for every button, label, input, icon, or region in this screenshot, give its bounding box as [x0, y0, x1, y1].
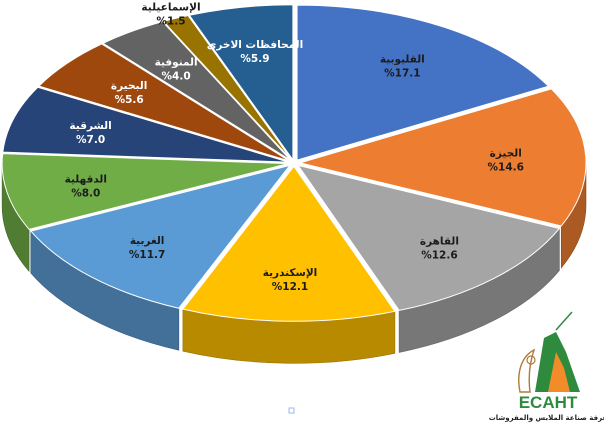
selection-handle — [288, 407, 295, 414]
slice-label-value-2: %12.6 — [421, 250, 457, 262]
pie-slice-7 — [37, 43, 290, 162]
slice-label-value-0: %17.1 — [384, 67, 420, 79]
slice-label-name-1: الجيزة — [490, 147, 522, 159]
slice-label-value-7: %5.6 — [115, 94, 144, 106]
pie-slice-3 — [182, 165, 396, 322]
slice-label-value-9: %1.5 — [156, 16, 185, 28]
slice-label-name-6: الشرقية — [69, 120, 111, 132]
logo-figure-icon — [518, 311, 580, 393]
slice-label-name-10: المحافظات الاخرى — [207, 39, 303, 51]
slice-label-name-8: المنوفية — [155, 57, 198, 69]
slice-label-name-5: الدقهلية — [65, 173, 107, 185]
slice-label-name-7: البحيرة — [111, 80, 147, 92]
ecaht-logo: ECAHT غرفة صناعة الملابس والمفروشات — [489, 311, 604, 422]
slice-label-name-3: الإسكندرية — [263, 267, 318, 279]
slice-label-value-3: %12.1 — [272, 281, 308, 293]
slice-label-value-4: %11.7 — [129, 249, 165, 261]
slice-label-value-8: %4.0 — [162, 71, 191, 83]
slice-label-name-2: القاهرة — [420, 236, 459, 248]
pie-slice-6 — [2, 86, 289, 163]
pie-slice-1 — [298, 88, 587, 227]
slice-label-name-9: الإسماعيلية — [141, 2, 200, 14]
pie-slice-4 — [29, 164, 292, 309]
logo-subtitle: غرفة صناعة الملابس والمفروشات — [489, 414, 604, 422]
pie-sides — [1, 162, 587, 364]
slice-label-value-5: %8.0 — [71, 187, 100, 199]
slice-label-value-10: %5.9 — [240, 53, 269, 65]
pie-slice-9 — [162, 14, 292, 161]
pie-slice-10 — [188, 4, 294, 162]
logo-text: ECAHT — [519, 393, 578, 412]
pie-slices — [1, 4, 587, 322]
slice-label-name-4: الغربية — [130, 235, 165, 247]
slice-label-value-1: %14.6 — [488, 161, 524, 173]
pie-labels: القليوبية %17.1 الجيزة %14.6 القاهرة %12.6 الإ… — [65, 2, 524, 293]
pie-slice-0 — [296, 4, 550, 161]
pie-slice-2 — [296, 164, 561, 311]
slice-label-value-6: %7.0 — [76, 134, 105, 146]
pie-slice-5 — [1, 153, 289, 230]
pie-slice-8 — [101, 21, 292, 161]
slice-label-name-0: القليوبية — [380, 53, 425, 65]
